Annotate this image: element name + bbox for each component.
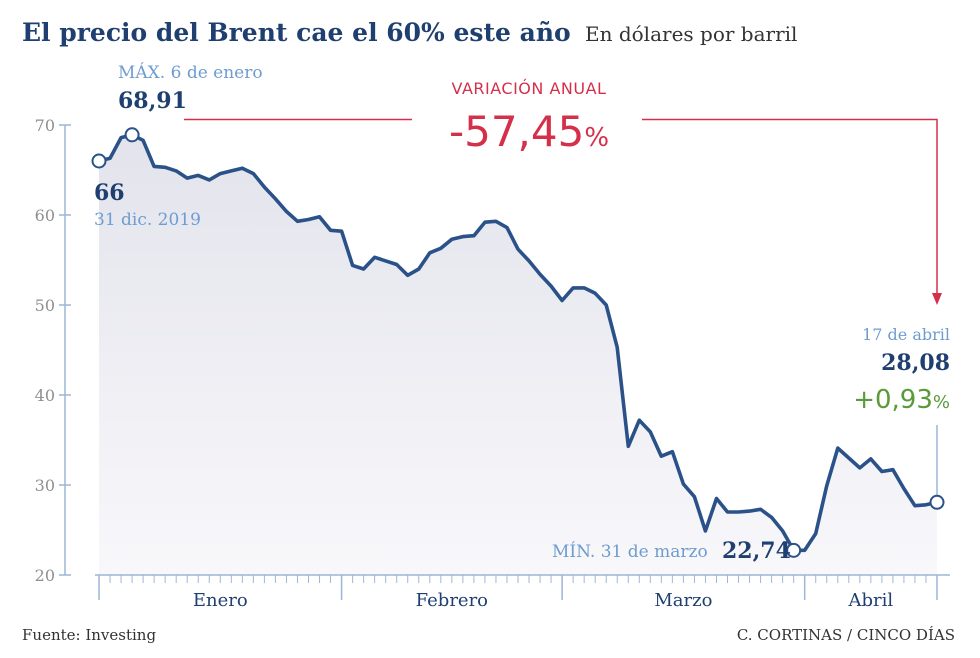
start-date: 31 dic. 2019: [94, 210, 201, 230]
y-tick-label: 70: [35, 116, 55, 135]
start-value: 66: [94, 180, 125, 206]
end-marker: [929, 494, 945, 510]
source-text: Fuente: Investing: [22, 626, 156, 644]
max-marker: [124, 127, 140, 143]
credit-text: C. CORTINAS / CINCO DÍAS: [737, 626, 955, 644]
min-marker: [786, 542, 802, 558]
start-marker: [91, 153, 107, 169]
variation-unit: %: [584, 123, 609, 153]
end-change: +0,93: [853, 385, 933, 415]
variation-value: -57,45: [449, 107, 584, 156]
price-area: [99, 134, 937, 576]
chart-subtitle: En dólares por barril: [585, 22, 797, 46]
chart-title: El precio del Brent cae el 60% este año: [22, 18, 571, 47]
variation-bracket: [184, 118, 942, 305]
x-month-label: Enero: [193, 590, 248, 611]
y-tick-label: 60: [35, 206, 55, 225]
variation-arrow-icon: [932, 293, 942, 305]
max-label: MÁX. 6 de enero: [118, 62, 263, 83]
min-label: MÍN. 31 de marzo: [552, 541, 708, 562]
y-tick-label: 50: [35, 296, 55, 315]
variation-value-group: -57,45%: [449, 107, 609, 156]
end-date: 17 de abril: [862, 325, 950, 344]
x-month-label: Abril: [848, 590, 894, 611]
min-value: 22,74: [722, 538, 791, 564]
max-value: 68,91: [118, 88, 187, 114]
y-tick-label: 20: [35, 566, 55, 585]
x-axis: Enero Febrero Marzo Abril: [95, 574, 950, 611]
end-change-group: +0,93%: [853, 385, 950, 415]
x-month-label: Marzo: [654, 590, 712, 611]
y-tick-label: 40: [35, 386, 55, 405]
end-value: 28,08: [881, 350, 950, 376]
y-axis: 20 30 40 50 60 70: [35, 116, 71, 585]
y-tick-label: 30: [35, 476, 55, 495]
x-month-label: Febrero: [416, 590, 488, 611]
end-change-unit: %: [933, 392, 950, 413]
variation-line-right: [642, 118, 938, 300]
variation-label: VARIACIÓN ANUAL: [452, 79, 607, 98]
